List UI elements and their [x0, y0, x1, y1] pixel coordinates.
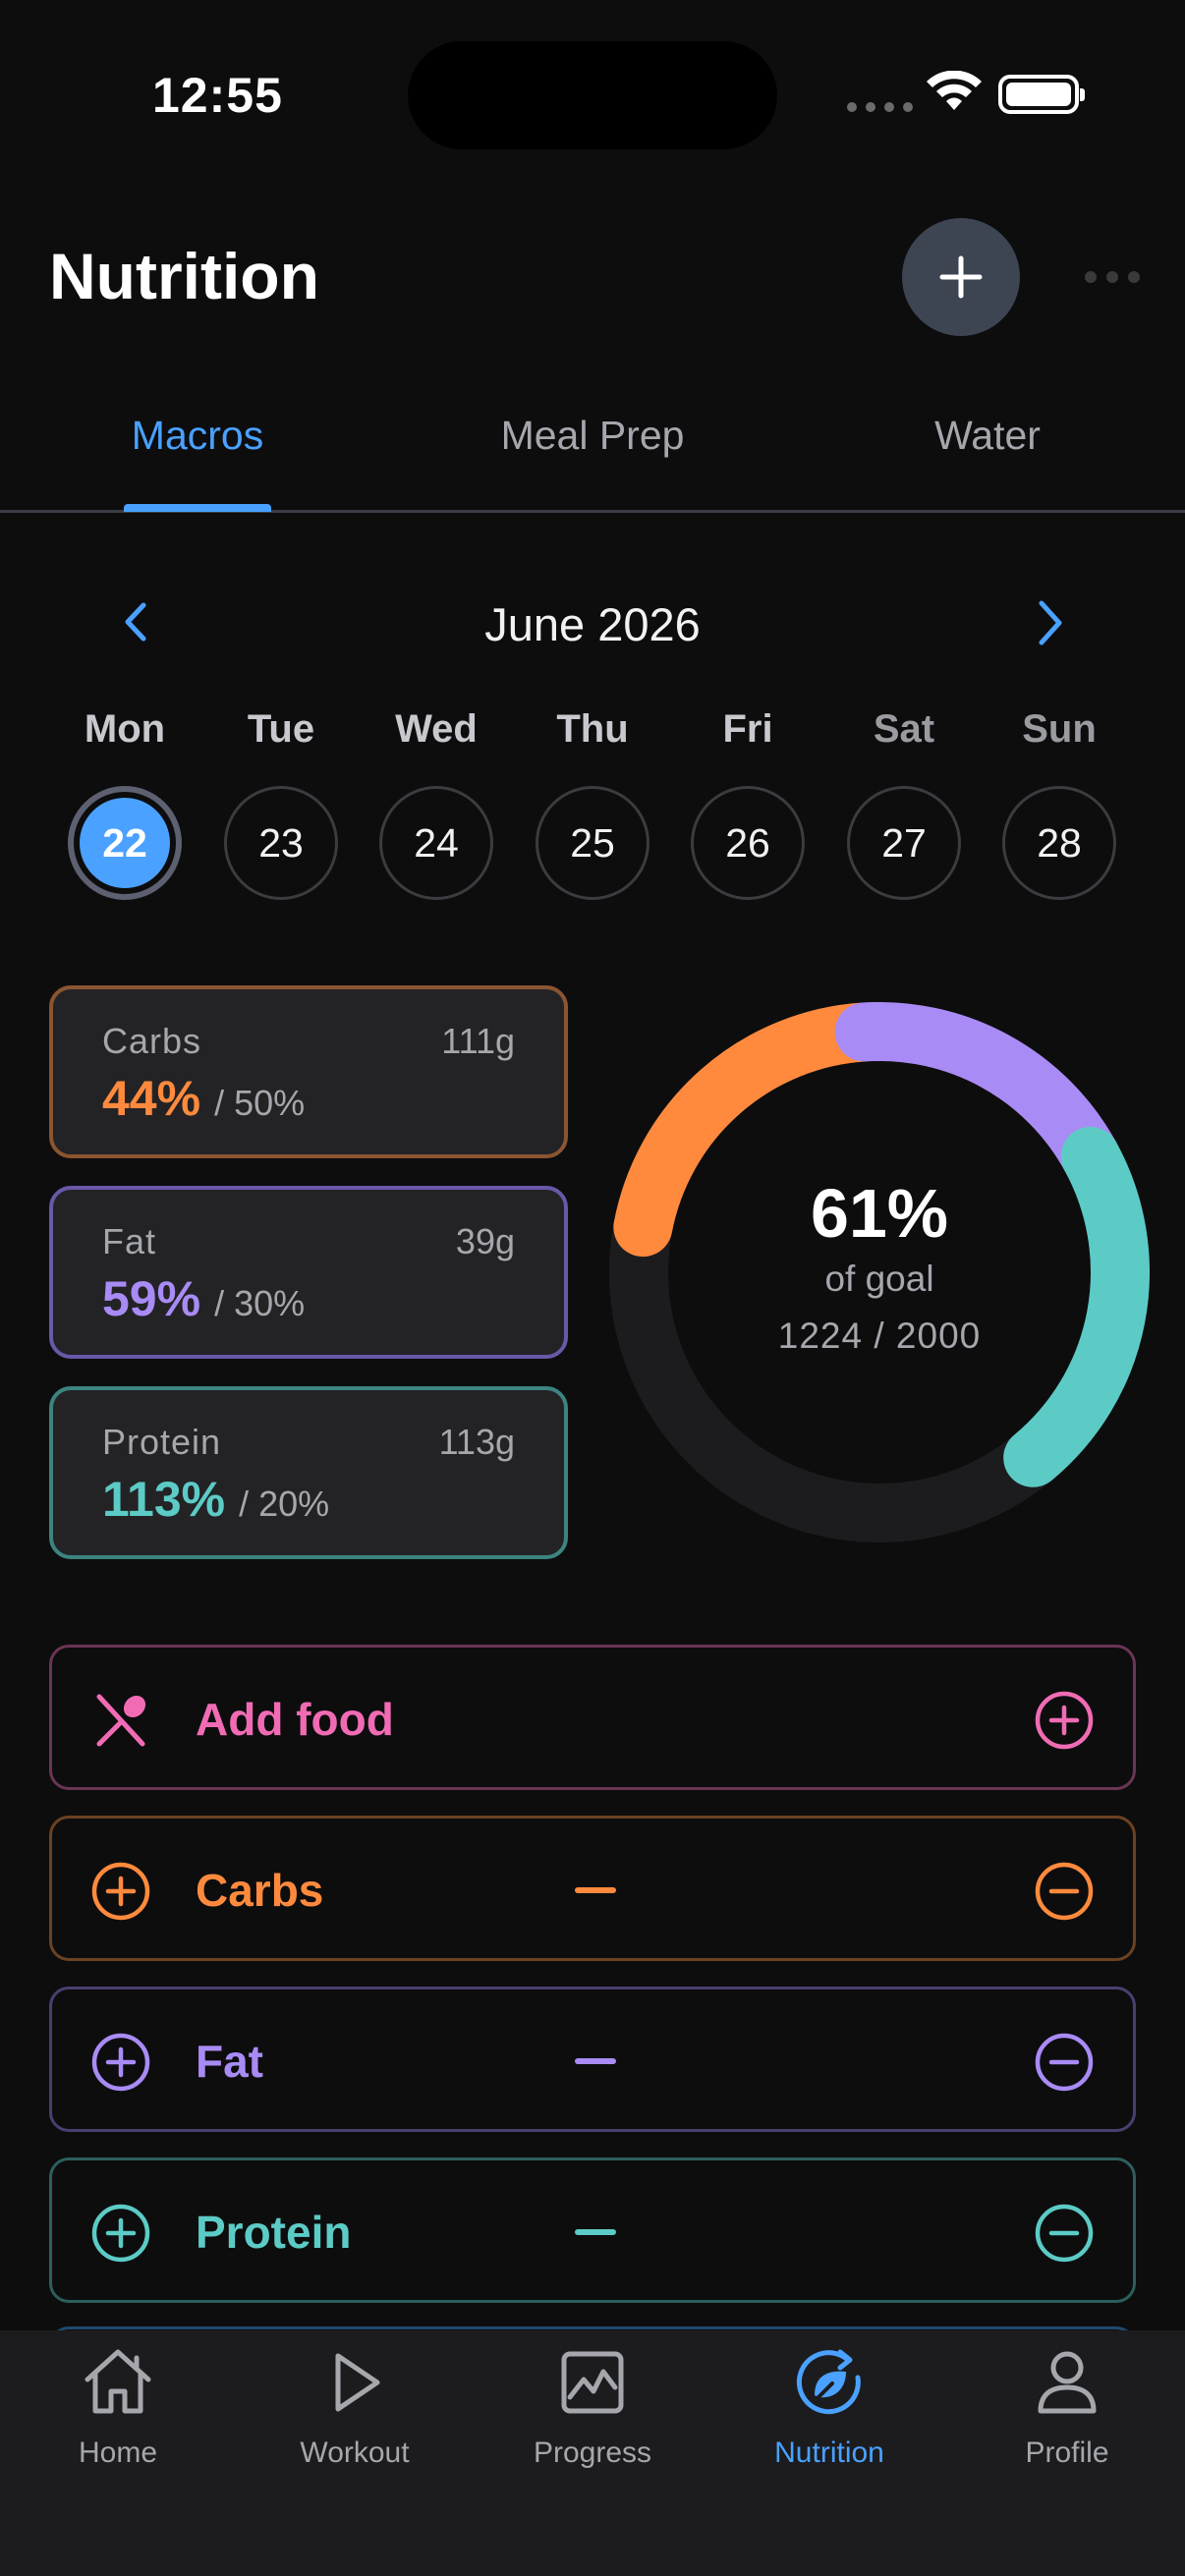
- dash-icon: [575, 2058, 616, 2064]
- tabbar-label: Nutrition: [774, 2436, 884, 2469]
- ring-segment-protein: [1003, 1126, 1150, 1487]
- minus-circle-icon[interactable]: [1035, 2033, 1094, 2092]
- weekday-tue: Tue: [247, 707, 315, 751]
- tab-macros[interactable]: Macros: [131, 413, 264, 458]
- status-time: 12:55: [152, 68, 283, 123]
- plus-circle-icon[interactable]: [1035, 1691, 1094, 1750]
- day-25[interactable]: 25: [536, 786, 649, 900]
- tab-meal-prep[interactable]: Meal Prep: [500, 413, 685, 458]
- month-label: June 2026: [484, 598, 701, 650]
- plus-icon: [939, 255, 983, 299]
- day-23[interactable]: 23: [224, 786, 338, 900]
- dash-icon: [575, 2229, 616, 2235]
- weekday-thu: Thu: [556, 707, 629, 751]
- more-button[interactable]: [1085, 271, 1140, 283]
- page-title: Nutrition: [49, 240, 319, 312]
- battery-icon: [998, 75, 1085, 114]
- tab-indicator: [124, 504, 271, 512]
- fat-row: Fat: [49, 1987, 1136, 2132]
- day-26[interactable]: 26: [691, 786, 805, 900]
- weekday-mon: Mon: [84, 707, 166, 751]
- plus-circle-icon[interactable]: [91, 2204, 150, 2263]
- day-24[interactable]: 24: [379, 786, 493, 900]
- ring-segment-fat: [834, 1002, 1120, 1186]
- tabbar-nutrition[interactable]: Nutrition: [731, 2330, 928, 2470]
- goal-ring: [609, 1002, 1150, 1542]
- carbs-label: Carbs: [196, 1865, 324, 1916]
- tabbar-profile[interactable]: Profile: [969, 2330, 1165, 2470]
- person-icon: [1038, 2351, 1097, 2414]
- tabbar-home[interactable]: Home: [20, 2330, 216, 2470]
- ring-segment-carbs: [613, 1002, 894, 1258]
- tabbar-label: Home: [78, 2436, 158, 2469]
- macro-grams: 113g: [438, 1422, 515, 1462]
- macro-name: Fat: [102, 1221, 157, 1261]
- minus-circle-icon[interactable]: [1035, 1862, 1094, 1921]
- fork-spoon-icon: [96, 1694, 146, 1747]
- wifi-icon: [927, 71, 982, 110]
- day-28[interactable]: 28: [1002, 786, 1116, 900]
- minus-circle-icon[interactable]: [1035, 2204, 1094, 2263]
- tab-water[interactable]: Water: [934, 413, 1041, 458]
- ellipsis-icon: [1085, 271, 1097, 283]
- tabbar-label: Workout: [300, 2436, 410, 2469]
- add-button[interactable]: [902, 218, 1020, 336]
- home-icon: [85, 2349, 151, 2414]
- macro-percent: 44%: [102, 1071, 201, 1126]
- macro-card-fat[interactable]: Fat 39g 59% / 30%: [49, 1186, 568, 1359]
- chevron-left-icon[interactable]: [116, 597, 155, 646]
- ring-summary: 61% of goal 1224 / 2000: [609, 1002, 1150, 1542]
- tabbar-label: Profile: [1025, 2436, 1109, 2469]
- tabbar-progress[interactable]: Progress: [494, 2330, 691, 2470]
- segment-tabs: Macros Meal Prep Water: [0, 393, 1185, 513]
- macro-percent: 113%: [102, 1472, 226, 1527]
- day-22[interactable]: 22: [68, 786, 182, 900]
- macro-name: Carbs: [102, 1021, 202, 1061]
- signal-icon: [847, 102, 913, 112]
- chevron-right-icon[interactable]: [1030, 595, 1069, 650]
- weekday-sun: Sun: [1022, 707, 1097, 751]
- macro-grams: 39g: [455, 1221, 515, 1261]
- dash-icon: [575, 1887, 616, 1893]
- weekday-sat: Sat: [873, 707, 935, 751]
- macro-name: Protein: [102, 1422, 222, 1462]
- macro-percent: 59%: [102, 1271, 201, 1326]
- weekday-fri: Fri: [722, 707, 773, 751]
- fat-label: Fat: [196, 2036, 263, 2087]
- macro-grams: 111g: [441, 1021, 515, 1061]
- tabbar-label: Progress: [533, 2436, 652, 2469]
- ring-label: of goal: [824, 1259, 934, 1299]
- carbs-row: Carbs: [49, 1816, 1136, 1961]
- ring-calories: 1224 / 2000: [777, 1316, 982, 1356]
- dynamic-island: [408, 41, 777, 149]
- macro-card-carbs[interactable]: Carbs 111g 44% / 50%: [49, 985, 568, 1158]
- plus-circle-icon[interactable]: [91, 2033, 150, 2092]
- add-food-label: Add food: [196, 1694, 394, 1745]
- macro-goal: / 20%: [239, 1484, 330, 1524]
- play-icon: [335, 2353, 380, 2412]
- macro-goal: / 50%: [214, 1083, 306, 1123]
- protein-row: Protein: [49, 2157, 1136, 2303]
- weekday-wed: Wed: [395, 707, 478, 751]
- nutrition-icon: [796, 2349, 861, 2415]
- day-27[interactable]: 27: [847, 786, 961, 900]
- macro-goal: / 30%: [214, 1283, 306, 1323]
- day-number: 22: [80, 798, 170, 888]
- macro-card-protein[interactable]: Protein 113g 113% / 20%: [49, 1386, 568, 1559]
- tab-bar: Home Workout Progress Nutrition: [0, 2330, 1185, 2576]
- ring-percent: 61%: [810, 1175, 949, 1252]
- add-food-row[interactable]: Add food: [49, 1645, 1136, 1790]
- chart-icon: [561, 2351, 624, 2414]
- plus-circle-icon[interactable]: [91, 1862, 150, 1921]
- protein-label: Protein: [196, 2207, 352, 2258]
- tabbar-workout[interactable]: Workout: [256, 2330, 453, 2470]
